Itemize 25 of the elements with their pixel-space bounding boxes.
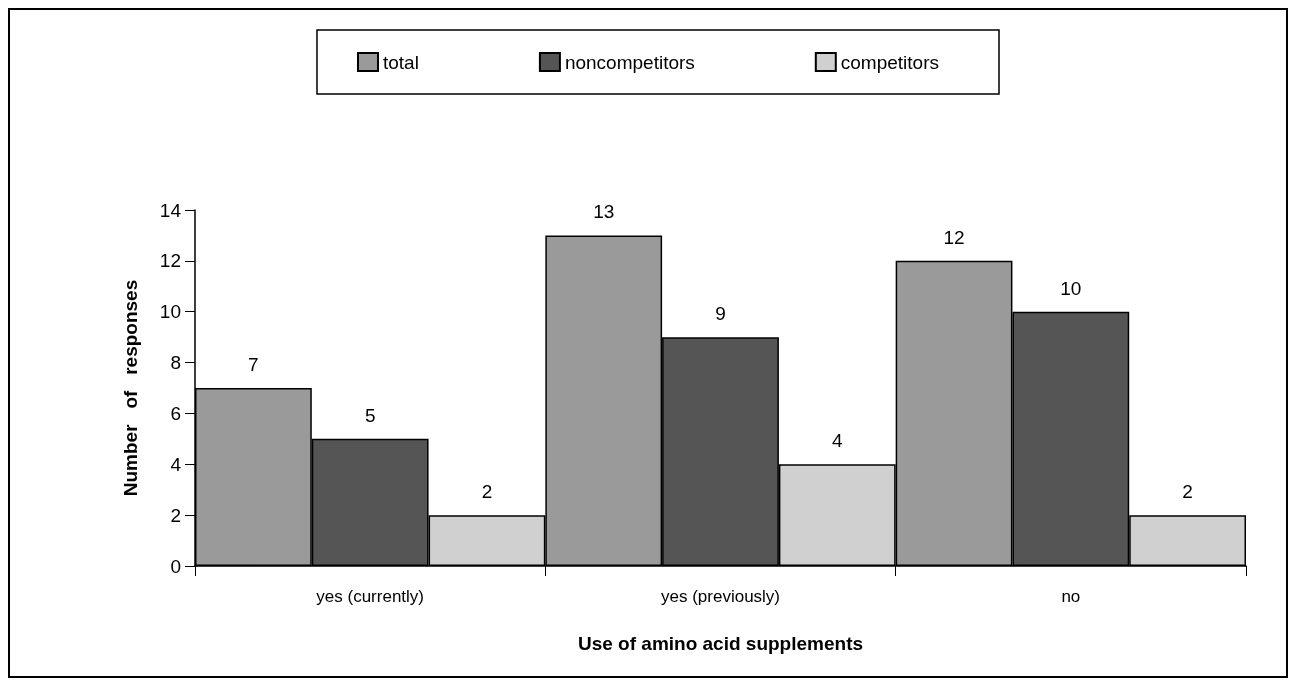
- legend-label: competitors: [840, 51, 940, 73]
- data-label: 2: [481, 481, 493, 503]
- y-tick-label: 10: [159, 301, 181, 323]
- data-label: 9: [715, 303, 726, 325]
- data-label: 12: [943, 226, 965, 248]
- y-tick-label: 2: [170, 504, 181, 526]
- legend-label: total: [382, 51, 419, 73]
- y-axis-title: Number of responses: [120, 279, 141, 497]
- data-label: 4: [831, 430, 843, 452]
- y-tick-label: 8: [170, 352, 181, 374]
- x-tick-label: yes (currently): [316, 587, 425, 606]
- x-tick-label: no: [1061, 587, 1081, 606]
- data-label: 10: [1060, 277, 1082, 299]
- data-label: 13: [593, 201, 615, 223]
- y-tick-label: 6: [170, 402, 181, 424]
- legend-label: noncompetitors: [564, 51, 695, 73]
- y-tick-label: 12: [159, 250, 181, 272]
- y-tick-label: 0: [170, 555, 181, 577]
- data-label: 5: [364, 404, 376, 426]
- x-axis-title: Use of amino acid supplements: [577, 633, 864, 654]
- y-tick-label: 14: [159, 199, 182, 221]
- data-label: 7: [248, 354, 259, 375]
- x-tick-label: yes (previously): [660, 587, 781, 606]
- data-label: 2: [1182, 481, 1193, 503]
- y-tick-label: 4: [170, 453, 182, 475]
